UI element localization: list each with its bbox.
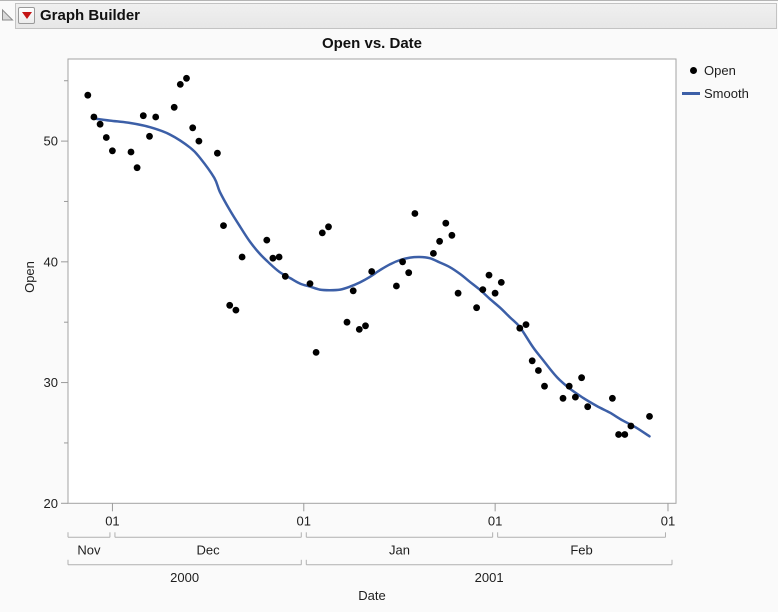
data-point[interactable]: [572, 393, 579, 401]
data-point[interactable]: [349, 287, 357, 295]
data-point[interactable]: [139, 112, 147, 120]
data-point[interactable]: [559, 394, 567, 402]
report-title: Graph Builder: [40, 7, 141, 24]
data-point[interactable]: [146, 132, 153, 140]
y-tick-label: 20: [44, 496, 58, 511]
smooth-line[interactable]: [90, 116, 651, 438]
legend-item-open[interactable]: Open: [682, 62, 749, 79]
legend: Open Smooth: [682, 62, 749, 108]
data-point[interactable]: [343, 318, 351, 326]
plot-area[interactable]: [67, 58, 677, 504]
data-point[interactable]: [318, 229, 326, 237]
data-point[interactable]: [232, 306, 240, 314]
data-point[interactable]: [609, 394, 616, 402]
data-point[interactable]: [238, 253, 246, 261]
legend-label-open: Open: [704, 63, 736, 78]
report-titlebar: Graph Builder: [15, 3, 777, 29]
data-point[interactable]: [312, 349, 320, 356]
month-label: Nov: [77, 542, 101, 557]
data-point[interactable]: [109, 147, 116, 155]
point-marker-icon: [690, 67, 697, 74]
data-point[interactable]: [646, 413, 653, 420]
data-point[interactable]: [621, 431, 629, 438]
data-point[interactable]: [183, 74, 190, 82]
data-point[interactable]: [615, 431, 622, 438]
data-point[interactable]: [411, 210, 419, 217]
data-point[interactable]: [102, 134, 110, 141]
data-point[interactable]: [448, 231, 456, 239]
data-point[interactable]: [473, 304, 480, 312]
data-point[interactable]: [430, 250, 437, 257]
data-point[interactable]: [355, 326, 363, 333]
data-point[interactable]: [627, 422, 635, 430]
data-point[interactable]: [281, 272, 289, 280]
data-point[interactable]: [393, 282, 400, 290]
data-point[interactable]: [84, 91, 92, 99]
year-label: 2000: [170, 570, 199, 585]
data-point[interactable]: [479, 286, 487, 293]
data-point[interactable]: [220, 222, 227, 230]
month-label: Dec: [197, 542, 221, 557]
y-tick-label: 50: [44, 134, 58, 149]
x-day-tick-label: 01: [297, 513, 311, 528]
data-point[interactable]: [325, 223, 332, 231]
data-point[interactable]: [275, 253, 283, 261]
month-label: Feb: [570, 542, 592, 557]
data-point[interactable]: [541, 382, 548, 390]
data-point[interactable]: [176, 81, 184, 88]
data-point[interactable]: [578, 374, 585, 382]
data-point[interactable]: [565, 382, 573, 390]
data-point[interactable]: [516, 324, 524, 332]
red-triangle-menu-button[interactable]: [18, 7, 35, 24]
month-label: Jan: [389, 542, 410, 557]
year-label: 2001: [475, 570, 504, 585]
line-swatch-icon: [682, 92, 700, 95]
data-point[interactable]: [263, 236, 271, 244]
data-point[interactable]: [368, 268, 376, 275]
data-point[interactable]: [195, 137, 203, 145]
y-tick-label: 40: [44, 254, 58, 269]
data-point[interactable]: [152, 113, 160, 121]
data-point[interactable]: [535, 367, 542, 374]
y-tick-label: 30: [44, 375, 58, 390]
x-day-tick-label: 01: [661, 513, 675, 528]
x-axis-title[interactable]: Date: [358, 588, 386, 603]
data-point[interactable]: [405, 269, 413, 277]
data-point[interactable]: [226, 301, 234, 309]
legend-item-smooth[interactable]: Smooth: [682, 85, 749, 102]
chart-title[interactable]: Open vs. Date: [321, 35, 423, 52]
data-point[interactable]: [442, 219, 450, 227]
data-point[interactable]: [399, 258, 406, 266]
data-point[interactable]: [133, 164, 141, 172]
red-triangle-icon: [21, 12, 32, 19]
outline-disclosure-icon[interactable]: [1, 8, 14, 21]
data-point[interactable]: [306, 280, 314, 287]
data-point[interactable]: [170, 103, 178, 111]
data-point[interactable]: [528, 357, 536, 365]
data-point[interactable]: [522, 321, 530, 328]
x-day-tick-label: 01: [105, 513, 119, 528]
data-point[interactable]: [584, 403, 592, 411]
data-point[interactable]: [491, 289, 499, 297]
data-point[interactable]: [497, 279, 505, 286]
data-point[interactable]: [90, 113, 98, 121]
data-point[interactable]: [436, 237, 443, 245]
data-point[interactable]: [96, 120, 104, 128]
data-point[interactable]: [485, 271, 493, 279]
legend-label-smooth: Smooth: [704, 86, 749, 101]
data-point[interactable]: [362, 322, 369, 330]
data-point[interactable]: [127, 148, 135, 156]
data-point[interactable]: [214, 149, 221, 157]
data-point[interactable]: [189, 124, 197, 132]
data-point[interactable]: [454, 289, 462, 297]
x-day-tick-label: 01: [488, 513, 502, 528]
data-point[interactable]: [269, 254, 277, 262]
